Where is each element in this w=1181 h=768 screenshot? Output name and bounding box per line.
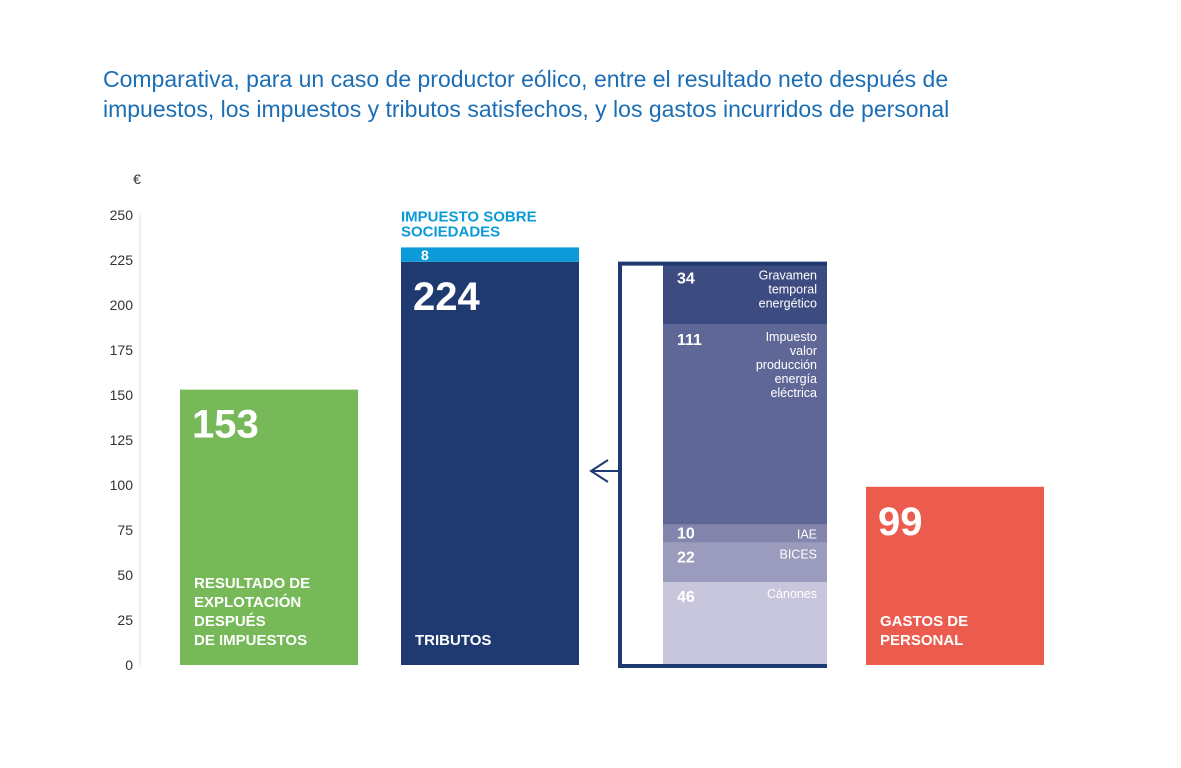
y-tick-label: 175 — [110, 342, 134, 358]
stacked-segment — [401, 247, 579, 262]
breakdown-segment — [663, 582, 827, 665]
arrow-left-icon — [589, 459, 620, 483]
bar — [866, 486, 1044, 665]
bar-value-label: 224 — [413, 275, 480, 319]
breakdown-segment — [663, 524, 827, 543]
bar-category-label: DESPUÉS — [194, 613, 266, 630]
breakdown-category-label: IAE — [797, 528, 817, 542]
breakdown-value-label: 46 — [677, 589, 695, 606]
bar-category-label: RESULTADO DE — [194, 575, 310, 592]
y-tick-label: 200 — [110, 297, 134, 313]
bar — [401, 261, 579, 665]
breakdown-category-label: valor — [790, 344, 817, 358]
breakdown-category-label: Gravamen — [759, 269, 817, 283]
bar — [180, 389, 358, 665]
breakdown-category-label: producción — [756, 358, 817, 372]
breakdown-segment — [663, 542, 827, 583]
breakdown-category-label: Impuesto — [766, 330, 817, 344]
breakdown-value-label: 10 — [677, 526, 695, 543]
breakdown-category-label: eléctrica — [770, 386, 817, 400]
y-tick-label: 100 — [110, 477, 134, 493]
breakdown-category-label: Cánones — [767, 587, 817, 601]
breakdown-segment — [663, 263, 827, 325]
segment-category-label: SOCIEDADES — [401, 223, 500, 240]
bar-category-label: DE IMPUESTOS — [194, 632, 307, 649]
y-tick-label: 125 — [110, 432, 134, 448]
y-tick-label: 25 — [117, 612, 133, 628]
bar-value-label: 153 — [192, 403, 259, 447]
segment-value-label: 8 — [421, 247, 429, 263]
breakdown-segment — [663, 324, 827, 525]
y-tick-label: 50 — [117, 567, 133, 583]
segment-category-label: IMPUESTO SOBRE — [401, 208, 537, 225]
breakdown-category-label: temporal — [768, 283, 817, 297]
y-tick-label: 0 — [125, 657, 133, 673]
y-tick-label: 250 — [110, 207, 134, 223]
bar-category-label: TRIBUTOS — [415, 632, 491, 649]
breakdown-category-label: BICES — [779, 548, 817, 562]
bar-category-label: PERSONAL — [880, 632, 963, 649]
y-tick-label: 75 — [117, 522, 133, 538]
y-tick-label: 225 — [110, 252, 134, 268]
breakdown-value-label: 111 — [677, 332, 702, 349]
y-axis-label: € — [133, 171, 141, 187]
bar-category-label: EXPLOTACIÓN — [194, 593, 301, 611]
breakdown-value-label: 22 — [677, 550, 695, 567]
breakdown-category-label: energía — [775, 372, 817, 386]
bar-category-label: GASTOS DE — [880, 613, 968, 630]
bar-value-label: 99 — [878, 500, 923, 544]
bracket — [618, 261, 827, 668]
breakdown-category-label: energético — [759, 297, 817, 311]
y-tick-label: 150 — [110, 387, 134, 403]
breakdown-value-label: 34 — [677, 271, 695, 288]
chart-title: Comparativa, para un caso de productor e… — [103, 66, 950, 122]
